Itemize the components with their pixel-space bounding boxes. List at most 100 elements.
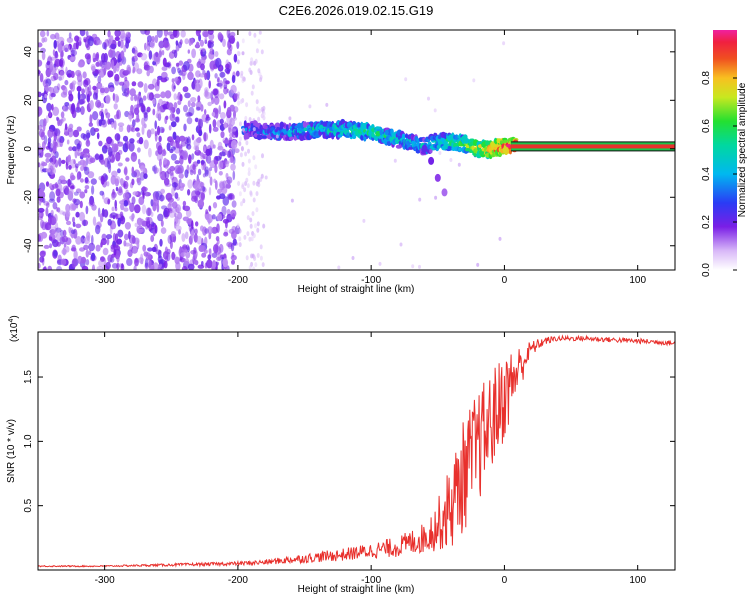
- spectrogram-cell: [126, 141, 131, 150]
- spectrogram-cell: [68, 32, 72, 39]
- spectrogram-cell: [216, 78, 220, 83]
- spectrogram-cell: [232, 238, 237, 246]
- spectrogram-cell: [96, 132, 100, 140]
- spectrogram-cell: [157, 145, 163, 155]
- spectrogram-cell: [67, 127, 74, 138]
- spectrogram-cell: [49, 147, 53, 152]
- spectrogram-cell: [128, 230, 131, 240]
- spectrogram-cell: [79, 30, 86, 37]
- spectrogram-cell: [473, 139, 478, 147]
- spectrogram-cell: [236, 50, 240, 56]
- spectrogram-cell: [54, 151, 59, 159]
- spectrogram-cell: [173, 102, 178, 109]
- spectrogram-cell: [189, 169, 194, 176]
- spectrogram-cell: [111, 121, 115, 128]
- spectrogram-xtick-label: 100: [629, 275, 646, 286]
- spectrogram-cell: [198, 130, 203, 137]
- spectrogram-cell: [106, 181, 110, 187]
- spectrogram-cell: [243, 187, 247, 193]
- spectrogram-cell: [48, 110, 52, 117]
- spectrogram-cell: [198, 73, 206, 78]
- spectrogram-cell: [89, 157, 96, 163]
- spectrogram-cell: [206, 259, 213, 269]
- spectrogram-cell: [38, 106, 43, 116]
- spectrogram-cell: [230, 242, 235, 252]
- spectrogram-cell: [503, 139, 509, 143]
- spectrogram-cell: [39, 30, 46, 38]
- spectrogram-cell: [182, 248, 188, 254]
- spectrogram-cell: [86, 95, 90, 102]
- spectrogram-cell: [227, 150, 232, 158]
- spectrogram-cell: [164, 171, 170, 179]
- spectrogram-cell: [169, 136, 174, 142]
- spectrogram-cell: [211, 112, 216, 117]
- spectrogram-cell: [183, 61, 190, 71]
- spectrogram-cell: [77, 255, 83, 264]
- spectrogram-cell: [84, 53, 91, 60]
- spectrogram-cell: [103, 209, 109, 218]
- spectrogram-cell: [50, 226, 57, 232]
- spectrogram-cell: [208, 248, 212, 254]
- spectrogram-cell: [46, 30, 50, 37]
- spectrogram-cell: [136, 217, 143, 226]
- spectrogram-cell: [418, 264, 421, 269]
- spectrogram-cell: [82, 148, 90, 154]
- spectrogram-cell: [180, 30, 186, 38]
- spectrogram-cell: [229, 31, 236, 38]
- spectrogram-cell: [38, 162, 41, 168]
- spectrogram-cell: [243, 234, 247, 240]
- spectrogram-cell: [238, 191, 242, 197]
- spectrogram-cell: [255, 106, 259, 112]
- spectrogram-cell: [141, 125, 145, 135]
- spectrogram-cell: [247, 148, 250, 154]
- spectrogram-cell: [84, 177, 89, 184]
- spectrogram-cell: [275, 134, 279, 139]
- spectrogram-cell: [76, 126, 82, 132]
- spectrogram-cell: [93, 128, 100, 132]
- spectrogram-cell: [279, 121, 284, 128]
- spectrogram-cell: [174, 192, 179, 200]
- spectrogram-cell: [225, 63, 230, 70]
- spectrogram-cell: [226, 176, 233, 184]
- spectrogram-cell: [61, 235, 69, 243]
- spectrogram-cell: [261, 135, 268, 139]
- spectrogram-cell: [166, 142, 171, 152]
- spectrogram-cell: [239, 136, 242, 142]
- spectrogram-cell: [170, 231, 177, 237]
- spectrogram-cell: [91, 234, 94, 245]
- spectrogram-cell: [230, 37, 235, 45]
- spectrogram-cell: [113, 65, 117, 74]
- spectrogram-cell: [66, 155, 71, 166]
- spectrogram-cell: [158, 259, 164, 265]
- colorbar-tick-label: 0.2: [701, 215, 712, 229]
- spectrogram-cell: [223, 231, 229, 237]
- spectrogram-cell: [184, 258, 190, 265]
- spectrogram-cell: [472, 78, 476, 83]
- spectrogram-cell: [244, 115, 248, 121]
- spectrogram-cell: [161, 128, 165, 133]
- spectrogram-cell: [129, 215, 135, 220]
- spectrogram-cell: [241, 38, 245, 44]
- spectrogram-cell: [215, 155, 222, 161]
- spectrogram-cell: [110, 175, 117, 185]
- spectrogram-cell: [71, 80, 77, 85]
- spectrogram-cell: [87, 152, 90, 158]
- spectrogram-cell: [50, 209, 54, 216]
- spectrogram-cell: [415, 149, 421, 154]
- spectrogram-cell: [248, 236, 252, 242]
- spectrogram-cell: [258, 30, 262, 35]
- spectrogram-cell: [176, 164, 183, 173]
- spectrogram-cell: [116, 262, 120, 270]
- spectrogram-cell: [68, 93, 74, 102]
- spectrogram-cell: [163, 40, 170, 48]
- spectrogram-cell: [207, 226, 213, 235]
- spectrogram-cell: [212, 119, 217, 128]
- spectrogram-cell: [168, 210, 176, 218]
- spectrogram-cell: [172, 30, 178, 38]
- spectrogram-cell: [150, 211, 154, 217]
- spectrogram-cell: [159, 165, 163, 175]
- spectrogram-cell: [116, 238, 123, 245]
- spectrogram-cell: [209, 176, 213, 186]
- spectrogram-cell: [162, 251, 169, 260]
- spectrogram-cell: [163, 157, 168, 165]
